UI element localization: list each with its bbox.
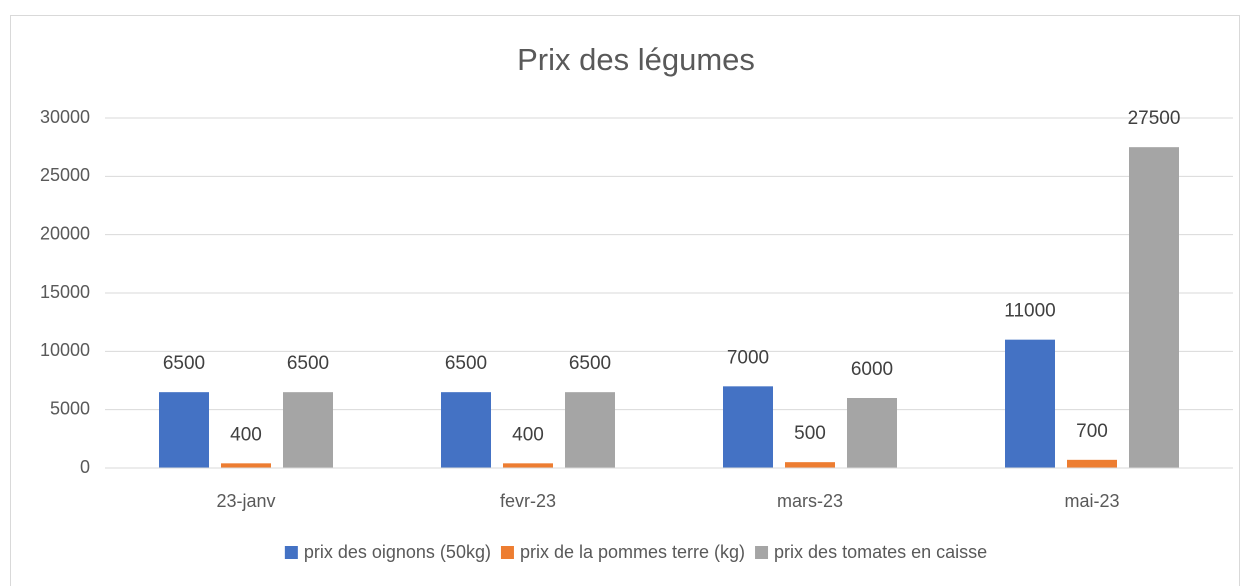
y-tick-label: 10000 [40, 340, 90, 360]
x-tick-label: mai-23 [1064, 491, 1119, 511]
bar [441, 392, 491, 468]
legend-swatch [284, 546, 298, 559]
data-label: 27500 [1128, 108, 1181, 129]
bar [159, 392, 209, 468]
data-label: 700 [1076, 421, 1108, 442]
x-tick-label: 23-janv [216, 491, 275, 511]
bar [1129, 147, 1179, 468]
x-tick-label: fevr-23 [500, 491, 556, 511]
bar [785, 462, 835, 468]
bar [723, 386, 773, 468]
legend-label: prix de la pommes terre (kg) [520, 542, 745, 562]
bar [847, 398, 897, 468]
y-tick-label: 5000 [50, 398, 90, 418]
data-label: 6500 [445, 353, 487, 374]
data-label: 11000 [1004, 301, 1055, 322]
y-tick-label: 15000 [40, 282, 90, 302]
bar [1005, 339, 1055, 468]
data-label: 7000 [727, 347, 769, 368]
legend-swatch [755, 546, 769, 559]
bar [283, 392, 333, 468]
bar [503, 463, 553, 468]
y-tick-label: 30000 [40, 107, 90, 127]
chart-border [10, 15, 1240, 586]
chart-title: Prix des légumes [517, 42, 755, 77]
bar [221, 463, 271, 468]
y-tick-label: 25000 [40, 165, 90, 185]
data-label: 500 [794, 423, 826, 444]
bar [1067, 459, 1117, 468]
data-label: 400 [512, 424, 544, 445]
legend-label: prix des tomates en caisse [774, 542, 987, 562]
data-label: 6500 [287, 353, 329, 374]
legend-swatch [500, 546, 514, 559]
legend: prix des oignons (50kg) prix de la pommes… [284, 542, 987, 562]
data-label: 400 [230, 424, 262, 445]
data-label: 6000 [851, 359, 893, 380]
bar [565, 392, 615, 468]
data-label: 6500 [569, 353, 611, 374]
data-label: 6500 [163, 353, 205, 374]
y-tick-label: 0 [80, 457, 90, 477]
legend-label: prix des oignons (50kg) [304, 542, 491, 562]
y-tick-label: 20000 [40, 223, 90, 243]
x-tick-label: mars-23 [777, 491, 843, 511]
